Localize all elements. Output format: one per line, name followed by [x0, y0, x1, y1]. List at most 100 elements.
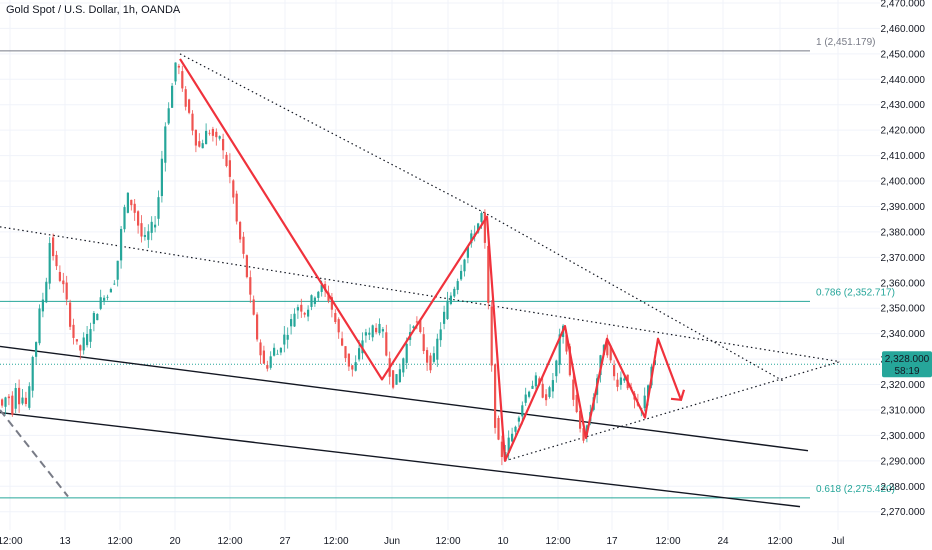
- candle-body: [293, 313, 296, 327]
- x-tick-label: 24: [717, 536, 729, 547]
- candle-body: [558, 334, 561, 365]
- candle-body: [480, 213, 483, 222]
- candle-body: [412, 326, 415, 329]
- candle-body: [103, 297, 106, 301]
- fib-label: 0.618 (2,275.420): [816, 484, 895, 495]
- candle-body: [65, 282, 68, 300]
- candle-body: [259, 342, 262, 356]
- candle-body: [211, 128, 214, 136]
- candle-body: [167, 108, 170, 124]
- candle-body: [290, 319, 293, 327]
- candle-body: [273, 347, 276, 356]
- x-tick-label: Jul: [832, 536, 845, 547]
- current-price-value: 2,328.000: [885, 354, 930, 365]
- down-arrow-icon: [670, 389, 686, 401]
- candle-body: [38, 308, 41, 344]
- y-tick-label: 2,470.000: [881, 0, 926, 10]
- candle-body: [341, 338, 344, 346]
- candle-body: [375, 327, 378, 333]
- candle-body: [208, 132, 211, 134]
- candle-body: [521, 405, 524, 417]
- candle-body: [443, 311, 446, 324]
- candle-body: [157, 197, 160, 219]
- candle-body: [477, 223, 480, 233]
- candle-body: [48, 242, 51, 284]
- candle-body: [79, 345, 82, 351]
- candle-body: [511, 433, 514, 442]
- x-tick-label: 12:00: [435, 536, 460, 547]
- x-tick-label: 10: [497, 536, 509, 547]
- y-tick-label: 2,360.000: [881, 278, 926, 289]
- candle-body: [24, 397, 27, 404]
- candle-body: [160, 158, 163, 197]
- candle-body: [313, 297, 316, 304]
- candle-body: [269, 356, 272, 368]
- candle-body: [643, 395, 646, 409]
- candle-body: [337, 319, 340, 333]
- x-tick-label: 12:00: [655, 536, 680, 547]
- upper-channel-line: [0, 345, 809, 452]
- fib-label: 1 (2,451.179): [816, 37, 876, 48]
- candle-body: [137, 211, 140, 226]
- y-tick-label: 2,370.000: [881, 253, 926, 264]
- candle-body: [150, 221, 153, 233]
- candle-body: [4, 397, 7, 407]
- candle-body: [266, 365, 269, 369]
- y-tick-label: 2,310.000: [881, 405, 926, 416]
- candle-body: [439, 329, 442, 341]
- candle-body: [228, 160, 231, 177]
- candle-body: [500, 441, 503, 457]
- candle-body: [606, 338, 609, 356]
- candle-body: [555, 360, 558, 377]
- candle-body: [184, 89, 187, 107]
- y-tick-label: 2,410.000: [881, 151, 926, 162]
- candle-body: [364, 332, 367, 336]
- y-tick-label: 2,430.000: [881, 100, 926, 111]
- grid: [0, 0, 880, 530]
- y-tick-label: 2,380.000: [881, 227, 926, 238]
- candle-body: [245, 255, 248, 278]
- candle-body: [507, 437, 510, 454]
- x-tick-label: 12:00: [767, 536, 792, 547]
- candle-body: [334, 312, 337, 323]
- candle-body: [28, 386, 31, 408]
- candle-body: [86, 333, 89, 346]
- y-tick-label: 2,290.000: [881, 456, 926, 467]
- candle-body: [307, 309, 310, 317]
- candle-body: [99, 297, 102, 309]
- x-tick-label: 12:00: [545, 536, 570, 547]
- candle-body: [201, 143, 204, 149]
- candle-body: [330, 297, 333, 310]
- y-tick-label: 2,460.000: [881, 24, 926, 35]
- candle-body: [398, 369, 401, 382]
- candle-body: [616, 379, 619, 387]
- candle-body: [205, 130, 208, 145]
- candle-body: [120, 228, 123, 261]
- current-price-countdown: 58:19: [894, 366, 919, 377]
- candle-body: [463, 259, 466, 272]
- chart-title: Gold Spot / U.S. Dollar, 1h, OANDA: [6, 4, 181, 16]
- candle-body: [524, 394, 527, 403]
- candle-body: [466, 246, 469, 258]
- candle-body: [52, 237, 55, 257]
- candle-body: [392, 370, 395, 388]
- candle-body: [609, 345, 612, 361]
- candle-body: [534, 375, 537, 387]
- candle-body: [283, 334, 286, 345]
- candle-body: [303, 312, 306, 315]
- candle-body: [218, 136, 221, 139]
- y-tick-label: 2,390.000: [881, 202, 926, 213]
- y-tick-label: 2,440.000: [881, 75, 926, 86]
- candle-body: [164, 126, 167, 163]
- candle-body: [31, 357, 34, 391]
- candle-body: [126, 192, 129, 213]
- candle-body: [96, 313, 99, 321]
- candle-body: [514, 426, 517, 432]
- x-tick-label: 27: [279, 536, 291, 547]
- candle-body: [11, 395, 14, 415]
- candle-body: [371, 325, 374, 338]
- candle-body: [395, 374, 398, 385]
- candle-body: [497, 418, 500, 440]
